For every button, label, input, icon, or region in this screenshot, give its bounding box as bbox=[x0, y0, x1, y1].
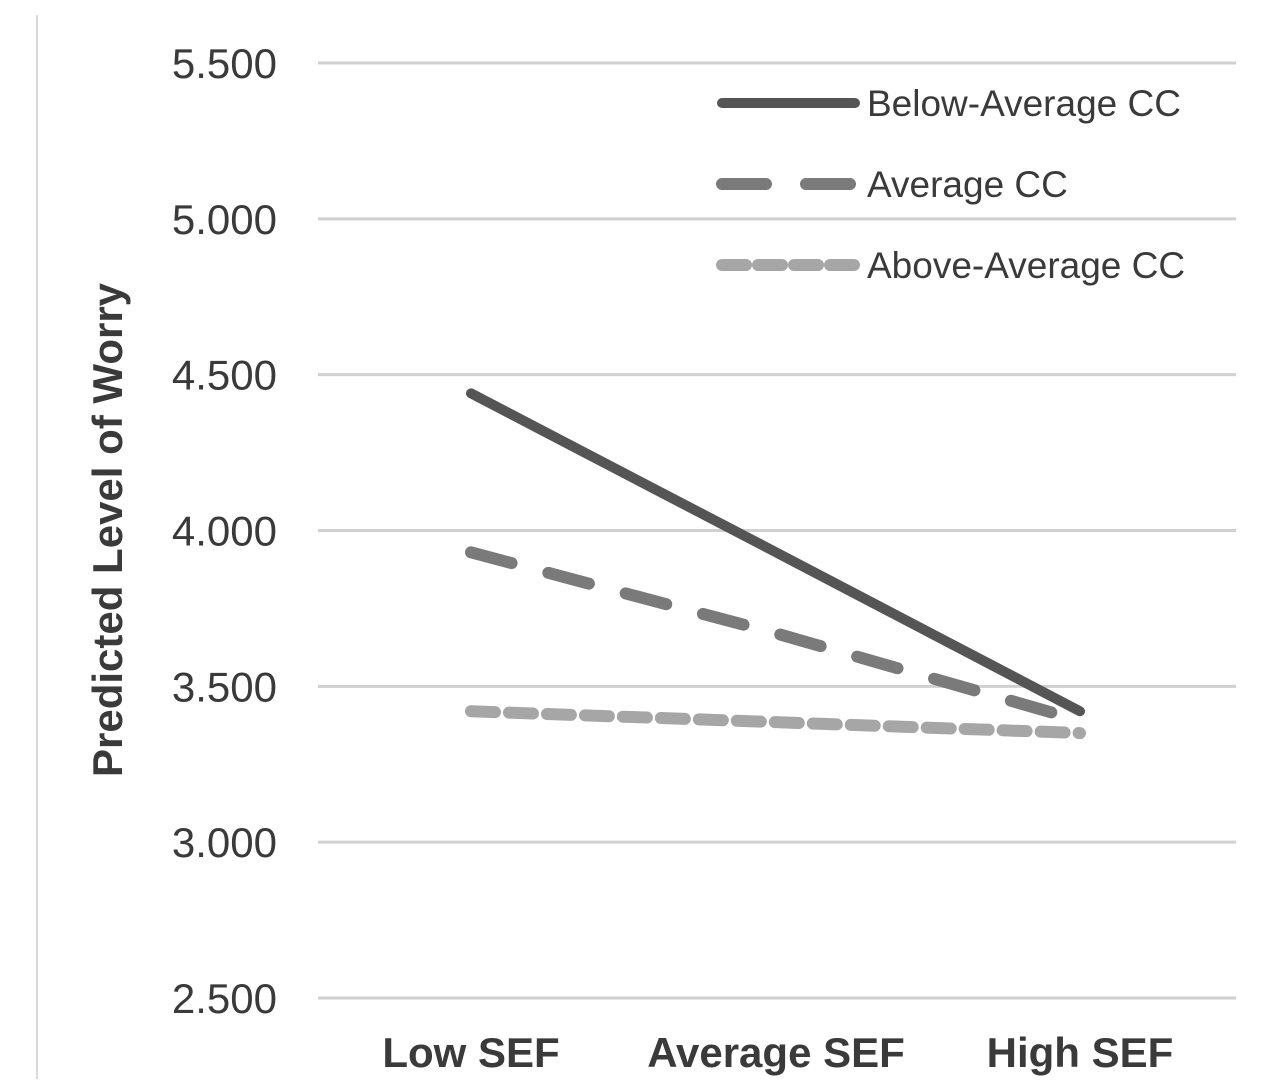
series-lines bbox=[465, 388, 1086, 740]
legend-label-0: Below-Average CC bbox=[867, 83, 1181, 124]
y-tick-label-5: 5.000 bbox=[172, 196, 277, 243]
x-tick-labels: Low SEF Average SEF High SEF bbox=[382, 1029, 1173, 1076]
series-line-0 bbox=[466, 388, 1085, 717]
legend-label-1: Average CC bbox=[867, 164, 1068, 205]
series-line-1 bbox=[465, 546, 1086, 727]
y-tick-label-6: 5.500 bbox=[172, 40, 277, 87]
legend: Below-Average CC Average CC Above-Average … bbox=[716, 83, 1185, 286]
grid-lines bbox=[318, 61, 1236, 1000]
legend-label-2: Above-Average CC bbox=[867, 245, 1185, 286]
y-tick-label-3: 4.000 bbox=[172, 508, 277, 555]
x-tick-label-0: Low SEF bbox=[382, 1029, 559, 1076]
series-line-2 bbox=[465, 705, 1086, 740]
y-tick-labels: 2.500 3.000 3.500 4.000 4.500 5.000 5.500 bbox=[172, 40, 277, 1022]
x-tick-label-1: Average SEF bbox=[647, 1029, 905, 1076]
y-tick-label-0: 2.500 bbox=[172, 975, 277, 1022]
x-tick-label-2: High SEF bbox=[987, 1029, 1174, 1076]
y-tick-label-1: 3.000 bbox=[172, 819, 277, 866]
y-tick-label-4: 4.500 bbox=[172, 352, 277, 399]
y-axis-label: Predicted Level of Worry bbox=[84, 282, 131, 777]
y-tick-label-2: 3.500 bbox=[172, 663, 277, 710]
